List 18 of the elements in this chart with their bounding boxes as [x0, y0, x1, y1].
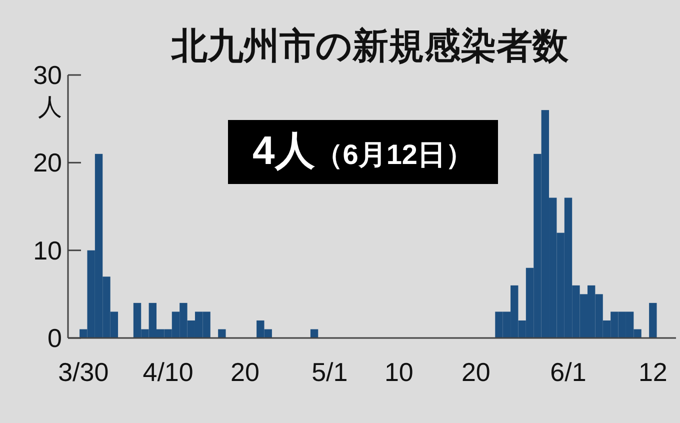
- y-axis-title: 人: [38, 94, 62, 121]
- x-tick-label: 3/30: [58, 357, 109, 387]
- x-tick-label: 6/1: [550, 357, 586, 387]
- x-tick-label: 12: [638, 357, 668, 387]
- annotation: 4人（6月12日）: [252, 129, 474, 173]
- x-tick-label: 20: [230, 357, 260, 387]
- y-tick-label: 10: [33, 235, 62, 266]
- x-tick-label: 4/10: [142, 357, 194, 387]
- y-tick-label: 20: [33, 148, 62, 178]
- y-tick-label: 0: [48, 323, 62, 353]
- bar: [218, 329, 226, 338]
- x-tick-label: 20: [461, 357, 490, 387]
- y-tick-label: 30: [33, 60, 62, 90]
- chart-title: 北九州市の新規感染者数: [170, 25, 570, 66]
- bar: [310, 329, 318, 338]
- x-tick-label: 10: [384, 357, 414, 387]
- x-tick-label: 5/1: [312, 357, 348, 387]
- bar: [649, 302, 657, 338]
